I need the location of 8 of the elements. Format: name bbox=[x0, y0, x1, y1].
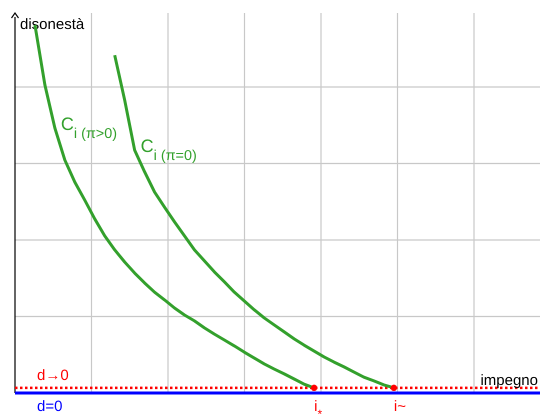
series-label: C$_{i (π=0)}$ bbox=[140, 136, 197, 164]
ref-line-label: d→0 bbox=[37, 366, 69, 384]
text: i$_{*}$ bbox=[314, 398, 322, 414]
y-axis-title: disonestà bbox=[20, 16, 85, 33]
ref-line-label: d=0 bbox=[37, 398, 62, 414]
series-label: C$_{i (π>0)}$ bbox=[60, 114, 118, 142]
x-axis-title: impegno bbox=[480, 372, 538, 389]
text: i~ bbox=[394, 398, 406, 414]
